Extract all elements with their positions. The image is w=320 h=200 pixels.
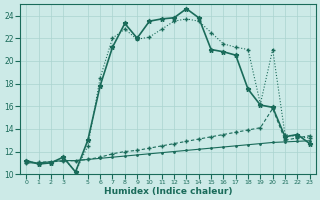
X-axis label: Humidex (Indice chaleur): Humidex (Indice chaleur) [104,187,232,196]
